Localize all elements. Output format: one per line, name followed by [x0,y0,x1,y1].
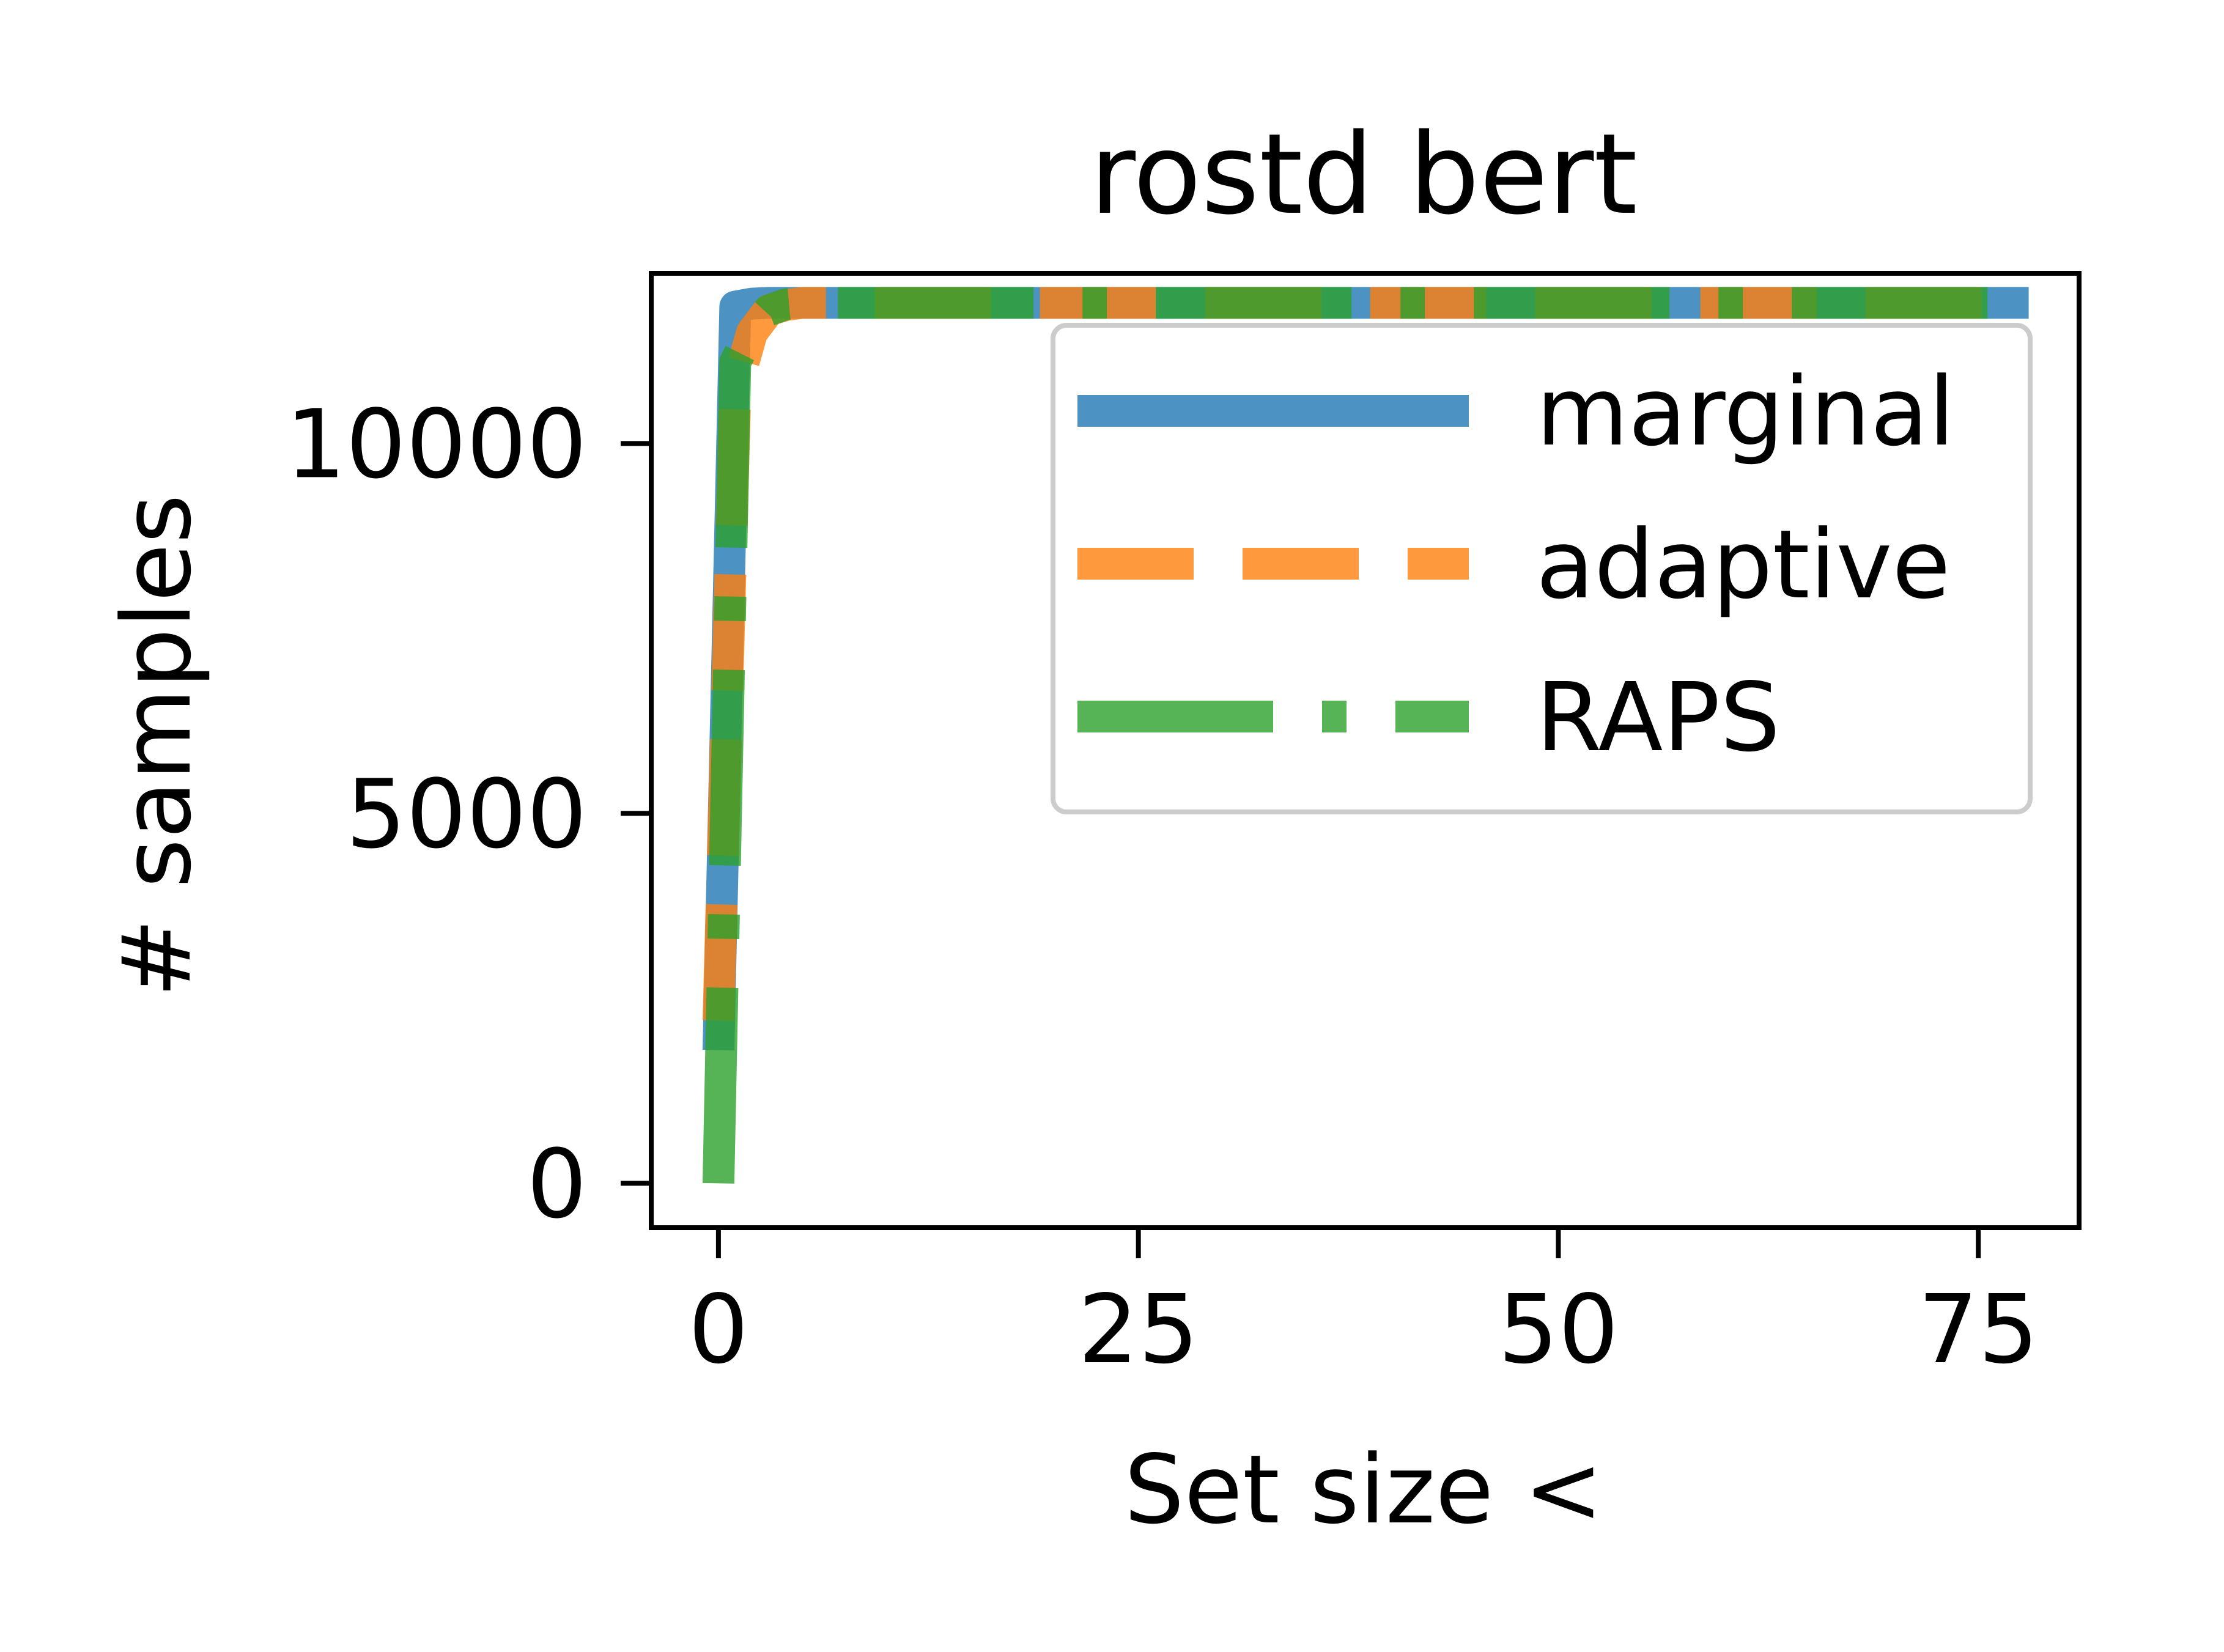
axes: 0 25 50 75 0 5000 10000 [286,271,2082,1385]
series-line-adaptive [702,287,2029,1021]
legend-label: adaptive [1536,509,1951,620]
y-axis-label: # samples [102,494,212,997]
y-tick-label: 10000 [286,389,587,500]
x-axis-label: Set size < [1124,1434,1603,1545]
plot-area [702,287,2029,1184]
x-tick-label: 25 [1078,1274,1199,1385]
axes-frame [649,271,2082,1230]
chart-title: rostd bert [1090,109,1637,239]
x-tick-label: 50 [1498,1274,1619,1385]
y-tick-label: 0 [526,1129,587,1239]
legend: marginal adaptive RAPS [1051,323,2033,814]
x-tick-label: 75 [1918,1274,2039,1385]
legend-label: RAPS [1536,662,1780,773]
x-tick-label: 0 [689,1274,749,1385]
series-line-raps [702,287,2029,1184]
legend-box [1051,323,2033,814]
legend-label: marginal [1536,356,1955,467]
y-tick-label: 5000 [346,759,587,869]
